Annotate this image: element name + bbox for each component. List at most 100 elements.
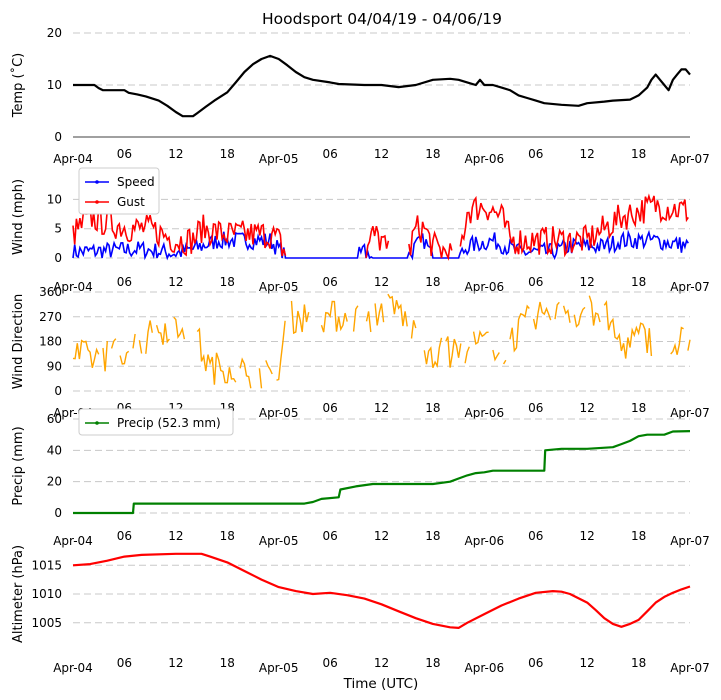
x-tick-label: Apr-07 — [670, 406, 710, 420]
x-tick-label: Apr-07 — [670, 152, 710, 166]
x-tick-label: Apr-06 — [465, 661, 505, 675]
x-tick-label: 12 — [168, 529, 183, 543]
series-line-precip-52-3-mm- — [73, 430, 691, 515]
x-tick-label: 18 — [631, 147, 646, 161]
y-tick-label: 180 — [39, 335, 62, 349]
legend-label: Precip (52.3 mm) — [117, 416, 221, 430]
y-tick-label: 20 — [47, 475, 62, 489]
x-tick-label: Apr-05 — [259, 152, 299, 166]
x-tick-label: 18 — [425, 656, 440, 670]
y-tick-label: 0 — [54, 384, 62, 398]
chart-title: Hoodsport 04/04/19 - 04/06/19 — [262, 10, 502, 28]
x-tick-label: Apr-04 — [53, 534, 93, 548]
x-tick-label: Apr-06 — [465, 534, 505, 548]
x-tick-label: Apr-07 — [670, 534, 710, 548]
x-tick-label: Apr-05 — [259, 534, 299, 548]
x-tick-label: 06 — [322, 275, 337, 289]
x-tick-label: Apr-04 — [53, 280, 93, 294]
series-line-temp — [73, 54, 691, 118]
x-tick-label: 06 — [322, 401, 337, 415]
x-tick-label: 12 — [374, 147, 389, 161]
legend-marker — [95, 421, 99, 425]
legend-marker — [95, 180, 99, 184]
panel-2: 0 5 10 Wind (mph) Apr-04 06 12 18 Apr-05 06 12 18 Ap… — [11, 167, 710, 294]
y-tick-label: 5 — [54, 222, 62, 236]
panel-5: 1005 1010 1015 Altimeter (hPa) Apr-04 06 12 18 A… — [11, 545, 710, 675]
series-line-direction — [72, 293, 691, 389]
x-tick-label: 06 — [117, 656, 132, 670]
x-tick-label: Apr-07 — [670, 661, 710, 675]
x-tick-label: 18 — [220, 275, 235, 289]
y-tick-label: 360 — [39, 285, 62, 299]
x-tick-label: 18 — [425, 275, 440, 289]
y-tick-label: 60 — [47, 412, 62, 426]
x-tick-label: Apr-07 — [670, 280, 710, 294]
x-tick-label: Apr-06 — [465, 152, 505, 166]
x-tick-label: 06 — [322, 529, 337, 543]
x-tick-label: 12 — [580, 656, 595, 670]
y-axis-label: Wind Direction — [11, 294, 26, 390]
x-tick-label: 12 — [374, 656, 389, 670]
y-tick-label: 20 — [47, 26, 62, 40]
panel-1: 0 10 20 Temp (˚C) Apr-04 06 12 18 Apr-05 06 12 18 Ap… — [10, 26, 710, 166]
y-axis-label: Precip (mm) — [11, 426, 26, 505]
x-tick-label: 12 — [580, 401, 595, 415]
x-tick-label: 18 — [425, 401, 440, 415]
y-axis-label: Altimeter (hPa) — [11, 545, 26, 643]
x-tick-label: 18 — [220, 529, 235, 543]
x-tick-label: Apr-05 — [259, 661, 299, 675]
y-tick-label: 1005 — [31, 616, 62, 630]
x-tick-label: 06 — [528, 529, 543, 543]
x-tick-label: 06 — [528, 147, 543, 161]
y-axis-label: Temp (˚C) — [10, 53, 26, 119]
x-tick-label: Apr-05 — [259, 406, 299, 420]
y-tick-label: 0 — [54, 251, 62, 265]
x-tick-label: 12 — [168, 147, 183, 161]
series-line-speed — [72, 229, 689, 261]
y-tick-label: 40 — [47, 443, 62, 457]
y-tick-label: 90 — [47, 359, 62, 373]
y-tick-label: 1015 — [31, 558, 62, 572]
y-tick-label: 270 — [39, 310, 62, 324]
x-tick-label: 06 — [528, 656, 543, 670]
x-tick-label: Apr-05 — [259, 280, 299, 294]
y-tick-label: 10 — [47, 192, 62, 206]
y-tick-label: 0 — [54, 506, 62, 520]
x-tick-label: Apr-06 — [465, 406, 505, 420]
x-tick-label: 12 — [374, 401, 389, 415]
x-tick-label: 06 — [528, 275, 543, 289]
x-tick-label: Apr-04 — [53, 661, 93, 675]
x-tick-label: 18 — [425, 147, 440, 161]
y-tick-label: 1010 — [31, 587, 62, 601]
x-tick-label: Apr-06 — [465, 280, 505, 294]
x-tick-label: 18 — [425, 529, 440, 543]
x-tick-label: Apr-04 — [53, 152, 93, 166]
x-tick-label: 06 — [117, 275, 132, 289]
y-axis-label: Wind (mph) — [11, 179, 26, 255]
legend-label: Speed — [117, 175, 155, 189]
x-tick-label: 18 — [220, 147, 235, 161]
legend-label: Gust — [117, 195, 145, 209]
x-tick-label: 12 — [374, 275, 389, 289]
x-tick-label: 12 — [580, 147, 595, 161]
panel-4: 0 20 40 60 Precip (mm) Apr-04 06 12 18 Apr-05 06 12… — [11, 408, 710, 548]
x-axis-label: Time (UTC) — [343, 676, 419, 692]
x-tick-label: 18 — [631, 275, 646, 289]
x-tick-label: 06 — [322, 656, 337, 670]
series-line-gust — [72, 193, 689, 261]
x-tick-label: 12 — [168, 275, 183, 289]
x-tick-label: 12 — [168, 656, 183, 670]
legend-marker — [95, 200, 99, 204]
x-tick-label: 18 — [631, 401, 646, 415]
x-tick-label: 06 — [528, 401, 543, 415]
x-tick-label: 18 — [220, 656, 235, 670]
x-tick-label: 06 — [117, 529, 132, 543]
x-tick-label: 18 — [631, 529, 646, 543]
x-tick-label: 06 — [322, 147, 337, 161]
x-tick-label: 12 — [374, 529, 389, 543]
y-tick-label: 10 — [47, 78, 62, 92]
x-tick-label: 12 — [580, 275, 595, 289]
x-tick-label: 18 — [631, 656, 646, 670]
